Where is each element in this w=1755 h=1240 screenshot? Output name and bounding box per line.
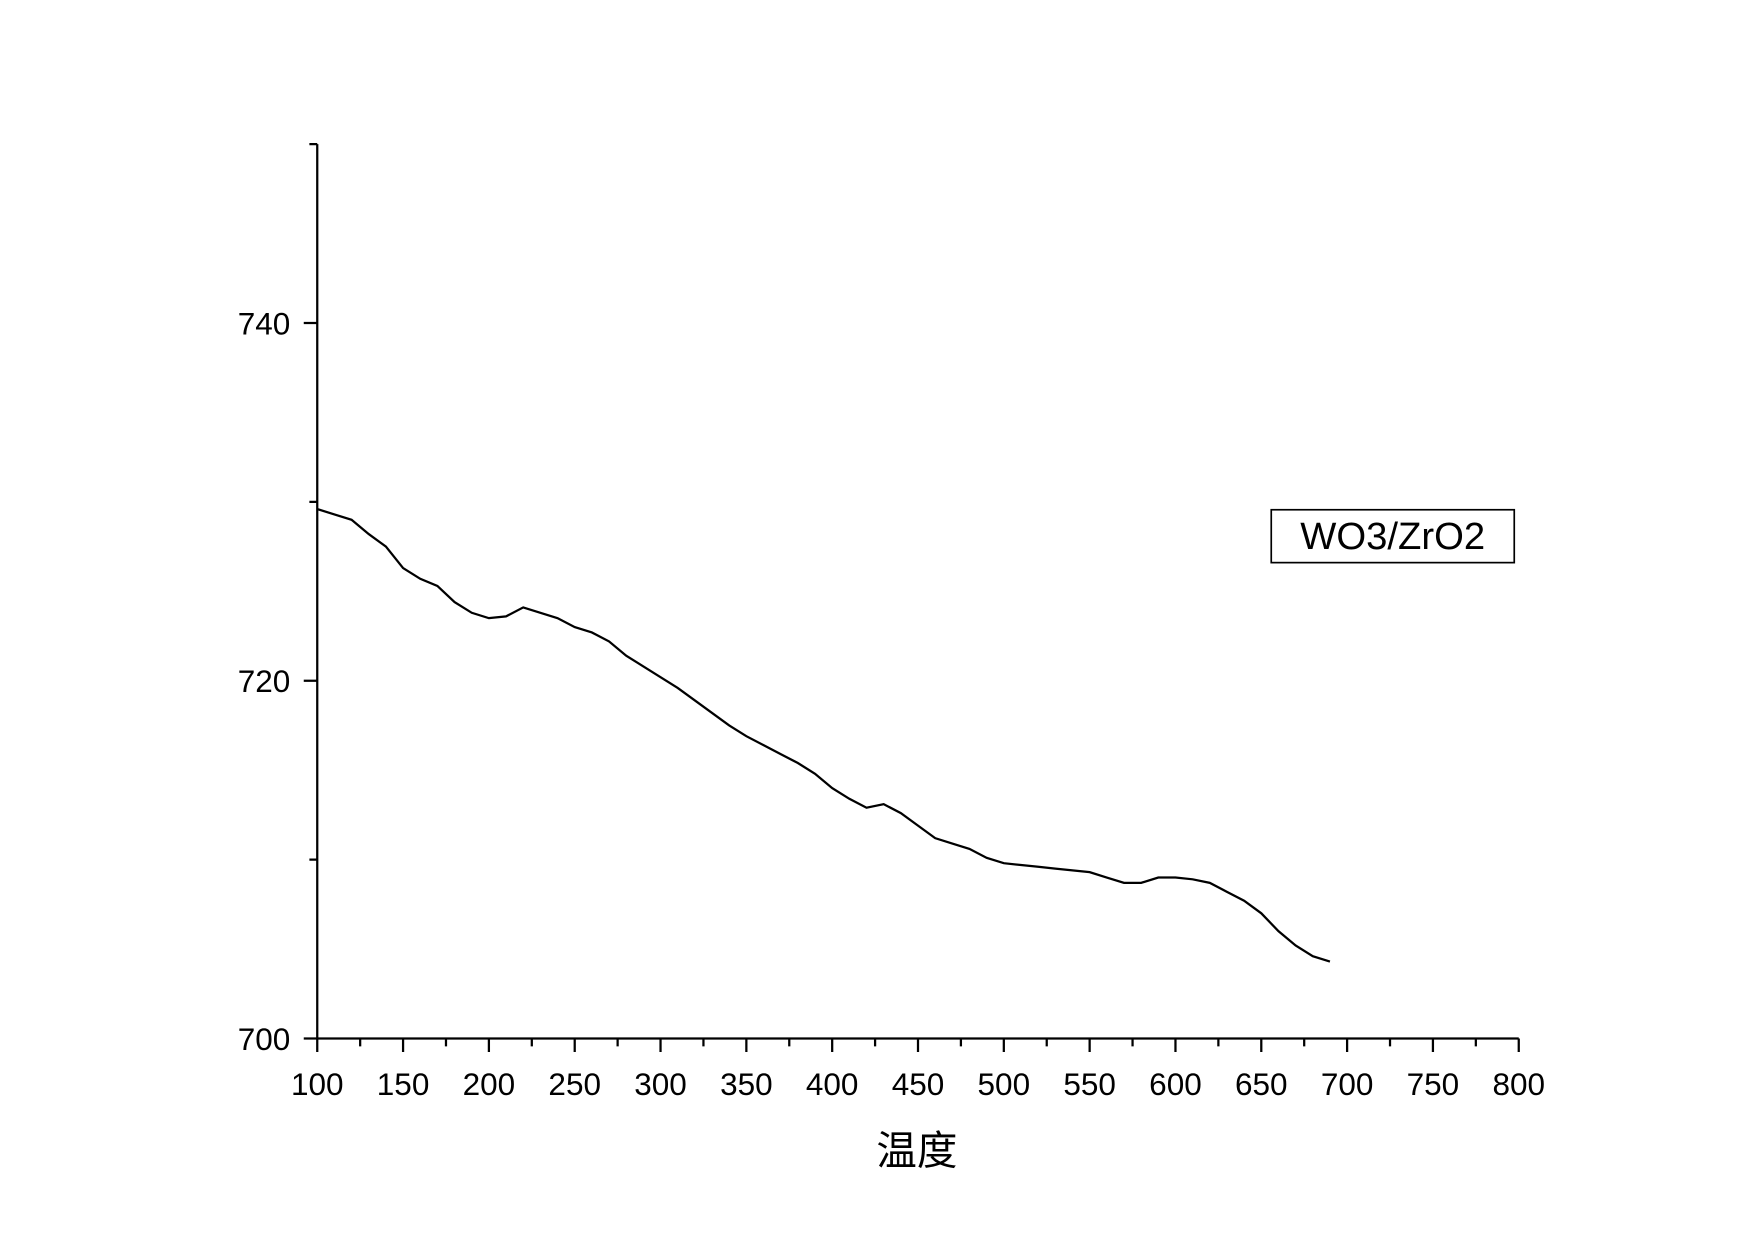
x-tick-label: 150 [377,1066,430,1102]
x-tick-label: 200 [463,1066,516,1102]
x-tick-label: 350 [720,1066,773,1102]
x-tick-label: 300 [634,1066,687,1102]
y-tick-label: 720 [238,663,291,699]
legend-label: WO3/ZrO2 [1300,515,1485,558]
x-tick-label: 650 [1235,1066,1288,1102]
legend-box [1270,508,1516,564]
x-tick-label: 400 [806,1066,859,1102]
x-tick-label: 450 [892,1066,945,1102]
x-axis-label: 温度 [876,1127,957,1175]
y-tick-label: 740 [238,305,291,341]
y-tick-label: 700 [238,1021,291,1057]
x-tick-label: 750 [1407,1066,1460,1102]
x-tick-label: 250 [548,1066,601,1102]
x-tick-label: 600 [1149,1066,1202,1102]
data-line [316,507,1331,963]
x-tick-label: 500 [978,1066,1031,1102]
x-tick-label: 800 [1492,1066,1545,1102]
x-tick-label: 550 [1063,1066,1116,1102]
x-tick-label: 100 [291,1066,344,1102]
x-tick-label: 700 [1321,1066,1374,1102]
